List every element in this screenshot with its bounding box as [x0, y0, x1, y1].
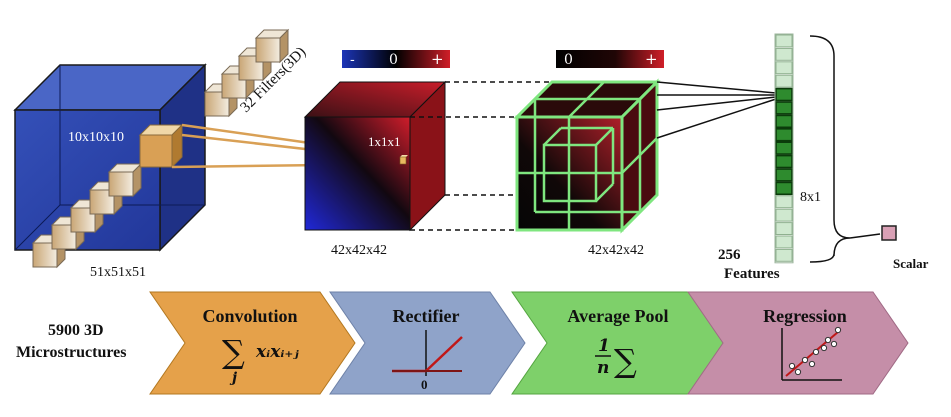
- patch-size-label: 10x10x10: [68, 130, 124, 145]
- feature-cell: [775, 61, 793, 75]
- filter-stack-lower: [31, 162, 143, 269]
- conv-colorbar-plus: +: [431, 50, 444, 68]
- features-label: Features: [724, 266, 780, 282]
- step-chevron-regression: [687, 291, 909, 395]
- step-title-average-pool: Average Pool: [567, 306, 668, 326]
- active-filter-patch: [138, 123, 184, 169]
- feature-cell-active: [775, 128, 793, 142]
- relu-axis-zero: 0: [421, 377, 428, 392]
- feature-cell: [775, 235, 793, 249]
- pool-colorbar-zero: 0: [564, 52, 573, 68]
- feature-cell: [775, 248, 793, 262]
- feature-cell-active: [775, 168, 793, 182]
- feature-cell-active: [775, 141, 793, 155]
- input-size-label: 51x51x51: [90, 265, 146, 280]
- feature-cell-active: [775, 87, 793, 102]
- feature-bracket: [809, 35, 851, 263]
- pool-colorbar: 0 +: [556, 50, 664, 68]
- feature-cell: [775, 34, 793, 48]
- dataset-label-line2: Microstructures: [16, 344, 126, 361]
- feature-cell-active: [775, 181, 793, 196]
- feature-count-label: 256: [718, 247, 741, 263]
- feature-cell: [775, 222, 793, 236]
- conv-colorbar-zero: 0: [389, 52, 398, 68]
- feature-cell-active: [775, 114, 793, 129]
- step-title-regression: Regression: [763, 306, 847, 326]
- dataset-label-line1: 5900 3D: [48, 322, 104, 339]
- pool-to-features-lines: [656, 81, 777, 139]
- filter-stack-upper: [203, 28, 290, 118]
- pool-sum-symbol: ∑: [614, 342, 637, 380]
- conv-colorbar: - 0 +: [342, 50, 450, 68]
- pool-fraction-numerator: 1: [598, 336, 610, 356]
- conv-term: xᵢxᵢ₊ⱼ: [255, 342, 299, 362]
- feature-vector-frame: [774, 33, 794, 264]
- feature-cell: [775, 74, 793, 88]
- step-title-rectifier: Rectifier: [393, 306, 460, 326]
- feature-cell-active: [775, 154, 793, 169]
- feature-cell: [775, 208, 793, 222]
- pool-colorbar-plus: +: [645, 50, 658, 68]
- conv-colorbar-minus: -: [350, 52, 355, 68]
- conv-unit-label: 1x1x1: [368, 134, 401, 149]
- step-chevron-rectifier: [329, 291, 526, 395]
- step-title-convolution: Convolution: [202, 306, 297, 326]
- pool-fraction-denominator: n: [597, 358, 609, 378]
- input-volume: [13, 63, 207, 252]
- feature-vector: [774, 33, 794, 264]
- conv-output-size-label: 42x42x42: [331, 243, 387, 258]
- conv-sum-index: j: [229, 370, 237, 386]
- pool-output-size-label: 42x42x42: [588, 243, 644, 258]
- regression-plot-icon: [781, 326, 842, 381]
- feature-cell: [775, 195, 793, 209]
- conv-unit-voxel: [399, 156, 407, 165]
- conv-sum-symbol: ∑: [222, 333, 245, 371]
- pool-output-volume: [513, 78, 661, 234]
- scalar-label: Scalar: [893, 256, 929, 271]
- relu-graph-icon: [392, 330, 463, 376]
- scalar-output-node: [881, 225, 897, 241]
- conv-output-volume: [303, 80, 447, 232]
- feature-group-label: 8x1: [800, 190, 821, 205]
- bracket-output-line: [849, 233, 881, 239]
- feature-cell: [775, 47, 793, 61]
- step-chevron-convolution: [149, 291, 356, 395]
- feature-cell-active: [775, 101, 793, 115]
